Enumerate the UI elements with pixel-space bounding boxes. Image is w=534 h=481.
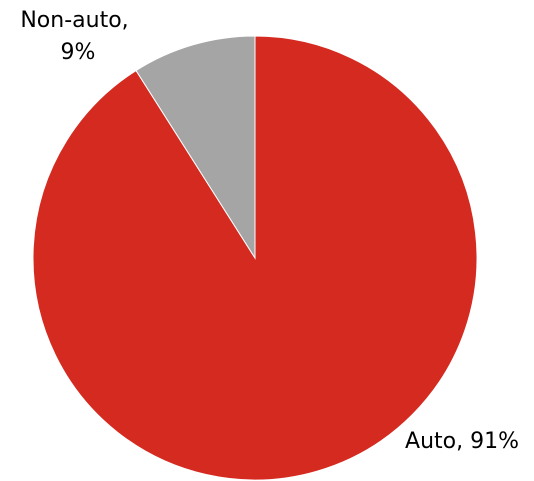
pie-slice-auto <box>32 35 478 481</box>
pie-slices <box>32 35 478 481</box>
slice-label-auto-line-1: Auto, 91% <box>405 429 519 454</box>
slice-label-auto: Auto, 91% <box>405 429 519 454</box>
pie-slice-non-auto <box>135 35 256 260</box>
slice-label-non-auto: Non-auto, 9% <box>20 8 135 65</box>
slice-label-non-auto-line-1: Non-auto, <box>20 8 128 33</box>
slice-labels: Auto, 91% Non-auto, 9% <box>20 8 519 454</box>
slice-label-non-auto-line-2: 9% <box>61 40 96 65</box>
